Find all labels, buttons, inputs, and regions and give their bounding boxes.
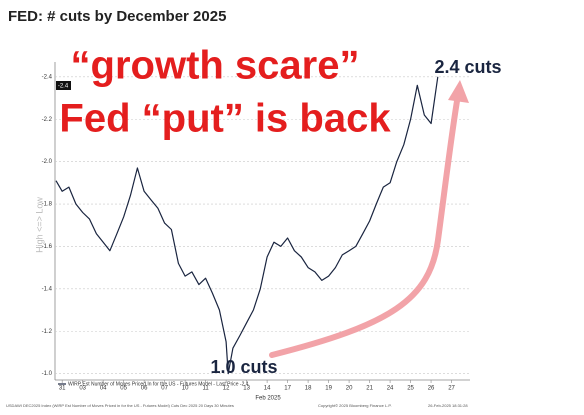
x-tick-label: 21 (366, 386, 373, 392)
x-tick-label: 07 (161, 386, 168, 392)
x-label: Feb 2025 (255, 396, 281, 402)
footer-date: 26-Feb-2025 18:31:28 (428, 403, 468, 408)
annotation-growth-scare: “growth scare” (71, 44, 360, 88)
last-price-label: -2.4 (58, 84, 69, 90)
y-tick-label: -1.6 (42, 244, 53, 250)
x-tick-label: 10 (182, 386, 189, 392)
annotation-fed-put: Fed “put” is back (59, 97, 391, 141)
x-tick-label: 25 (407, 386, 414, 392)
x-tick-label: 26 (428, 386, 435, 392)
line (55, 76, 439, 375)
x-tick-label: 31 (59, 386, 66, 392)
y-tick-label: -2.4 (42, 74, 53, 80)
chart-title: FED: # cuts by December 2025 (8, 8, 226, 25)
x-tick-label: 05 (120, 386, 127, 392)
legend-text: WIRP Est Number of Moves Priced In for t… (68, 381, 249, 387)
y-tick-label: -1.0 (42, 371, 53, 377)
footer-source: USDAWI DEC2025 Index (WIRP Est Number of… (6, 403, 234, 408)
y-tick-label: -2.2 (42, 117, 53, 123)
x-tick-label: 27 (448, 386, 455, 392)
y-tick-label: -1.8 (42, 202, 53, 208)
x-tick-label: 18 (305, 386, 312, 392)
x-tick-label: 13 (243, 386, 250, 392)
x-tick-label: 20 (346, 386, 353, 392)
annotation-2-4-cuts: 2.4 cuts (434, 57, 501, 77)
x-tick-label: 03 (79, 386, 86, 392)
y-label: High <=> Low (34, 197, 44, 253)
x-tick-label: 14 (264, 386, 271, 392)
x-tick-label: 11 (203, 386, 210, 392)
arrow (269, 92, 461, 358)
x-tick-label: 17 (284, 386, 291, 392)
x-tick-label: 24 (387, 386, 394, 392)
plot: -2.4 -2.2 -2.0 -1.8 -1.6 -1.4 -1.2 -1.0 31 03 04 05… (42, 74, 470, 392)
x-tick-label: 06 (141, 386, 148, 392)
annotation-1-0-cuts: 1.0 cuts (210, 357, 277, 377)
x-tick-label: 12 (223, 386, 230, 392)
x-tick-label: 04 (100, 386, 107, 392)
y-tick-label: -1.4 (42, 286, 53, 292)
arrow-head (448, 80, 469, 103)
y-tick-label: -2.0 (42, 159, 53, 165)
last-price-box (56, 81, 71, 90)
y-tick-label: -1.2 (42, 329, 53, 335)
footer-copyright: Copyright© 2025 Bloomberg Finance L.P. (318, 403, 392, 408)
x-tick-label: 19 (325, 386, 332, 392)
